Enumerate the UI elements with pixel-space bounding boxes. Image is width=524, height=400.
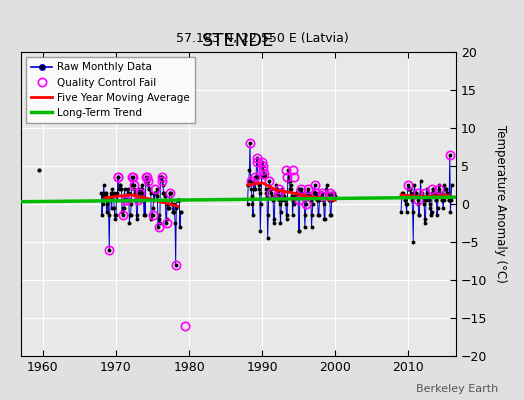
Y-axis label: Temperature Anomaly (°C): Temperature Anomaly (°C): [494, 125, 507, 283]
Title: STENDE: STENDE: [202, 32, 275, 50]
Text: 57.183 N, 22.550 E (Latvia): 57.183 N, 22.550 E (Latvia): [176, 32, 348, 45]
Text: Berkeley Earth: Berkeley Earth: [416, 384, 498, 394]
Legend: Raw Monthly Data, Quality Control Fail, Five Year Moving Average, Long-Term Tren: Raw Monthly Data, Quality Control Fail, …: [26, 57, 195, 123]
